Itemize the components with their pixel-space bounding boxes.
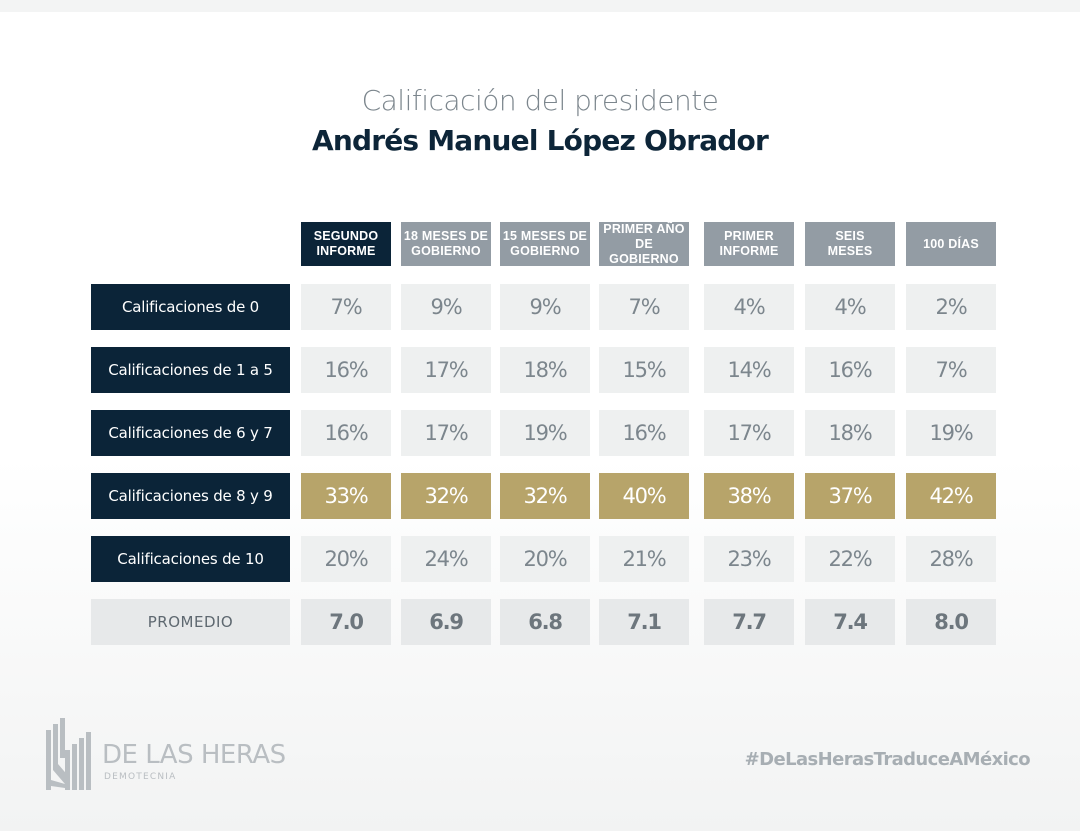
column-header-line2: INFORME (316, 244, 376, 258)
column-header-line2: GOBIERNO (510, 244, 580, 258)
table-cell: 18% (500, 347, 590, 393)
column-header-text: 18 MESES DE GOBIERNO (404, 229, 488, 259)
column-header-line1: 15 MESES DE (502, 229, 588, 243)
table-cell: 37% (805, 473, 895, 519)
table-cell: 4% (704, 284, 794, 330)
top-strip (0, 0, 1080, 12)
average-cell: 8.0 (906, 599, 996, 645)
table-cell: 23% (704, 536, 794, 582)
table-cell: 20% (301, 536, 391, 582)
column-header: PRIMER INFORME (704, 222, 794, 266)
table-cell: 40% (599, 473, 689, 519)
table-cell: 4% (805, 284, 895, 330)
table-cell: 38% (704, 473, 794, 519)
column-header-text: SEGUNDO INFORME (314, 229, 379, 259)
table-cell: 19% (500, 410, 590, 456)
column-header-line1: PRIMER AÑO (603, 221, 685, 236)
row-label: Calificaciones de 1 a 5 (91, 347, 290, 393)
title-name: Andrés Manuel López Obrador (311, 124, 769, 157)
building-bars-icon (46, 718, 91, 790)
table-cell: 16% (301, 410, 391, 456)
column-header-line2: DE GOBIERNO (609, 236, 679, 266)
row-label: Calificaciones de 8 y 9 (91, 473, 290, 519)
table-cell: 7% (301, 284, 391, 330)
table-cell: 22% (805, 536, 895, 582)
column-header-text: 100 DÍAS (923, 237, 979, 252)
logo-subtitle: DEMOTECNIA (104, 772, 177, 782)
table-cell: 16% (805, 347, 895, 393)
row-label: Calificaciones de 6 y 7 (91, 410, 290, 456)
title-subtitle: Calificación del presidente (361, 84, 719, 117)
column-header-text: PRIMER AÑO DE GOBIERNO (601, 222, 687, 267)
table-cell: 16% (301, 347, 391, 393)
row-label: Calificaciones de 10 (91, 536, 290, 582)
table-cell: 7% (906, 347, 996, 393)
logo-name: DE LAS HERAS (102, 740, 286, 770)
table-cell: 32% (401, 473, 491, 519)
table-cell: 33% (301, 473, 391, 519)
table-cell: 17% (401, 347, 491, 393)
table-cell: 15% (599, 347, 689, 393)
average-cell: 6.8 (500, 599, 590, 645)
average-label: PROMEDIO (91, 599, 290, 645)
column-header-line1: SEGUNDO (313, 229, 379, 243)
average-cell: 7.7 (704, 599, 794, 645)
table-cell: 18% (805, 410, 895, 456)
table-cell: 42% (906, 473, 996, 519)
table-cell: 17% (704, 410, 794, 456)
column-header-line1: SEIS (835, 229, 865, 243)
column-header-text: SEIS MESES (828, 229, 873, 259)
table-cell: 2% (906, 284, 996, 330)
column-header: 18 MESES DE GOBIERNO (401, 222, 491, 266)
column-header-line2: INFORME (719, 244, 779, 258)
table-cell: 9% (401, 284, 491, 330)
table-cell: 7% (599, 284, 689, 330)
column-header-line1: 18 MESES DE (403, 229, 489, 243)
table-cell: 19% (906, 410, 996, 456)
average-cell: 6.9 (401, 599, 491, 645)
column-header-text: PRIMER INFORME (719, 229, 778, 259)
column-header-line2: MESES (827, 244, 873, 258)
average-cell: 7.0 (301, 599, 391, 645)
table-cell: 16% (599, 410, 689, 456)
column-header-text: 15 MESES DE GOBIERNO (503, 229, 587, 259)
logo: DE LAS HERAS DEMOTECNIA (44, 716, 304, 796)
table-cell: 17% (401, 410, 491, 456)
column-header: SEGUNDO INFORME (301, 222, 391, 266)
table-cell: 20% (500, 536, 590, 582)
column-header-line1: PRIMER (724, 229, 774, 243)
row-label: Calificaciones de 0 (91, 284, 290, 330)
column-header: 15 MESES DE GOBIERNO (500, 222, 590, 266)
table-cell: 14% (704, 347, 794, 393)
column-header-line2: GOBIERNO (411, 244, 481, 258)
hashtag: #DeLasHerasTraduceAMéxico (744, 749, 1031, 770)
column-header: PRIMER AÑO DE GOBIERNO (599, 222, 689, 266)
average-cell: 7.4 (805, 599, 895, 645)
average-cell: 7.1 (599, 599, 689, 645)
table-cell: 21% (599, 536, 689, 582)
table-cell: 32% (500, 473, 590, 519)
table-cell: 24% (401, 536, 491, 582)
column-header: SEIS MESES (805, 222, 895, 266)
column-header-line1: 100 DÍAS (923, 236, 979, 251)
table-cell: 28% (906, 536, 996, 582)
column-header: 100 DÍAS (906, 222, 996, 266)
table-cell: 9% (500, 284, 590, 330)
